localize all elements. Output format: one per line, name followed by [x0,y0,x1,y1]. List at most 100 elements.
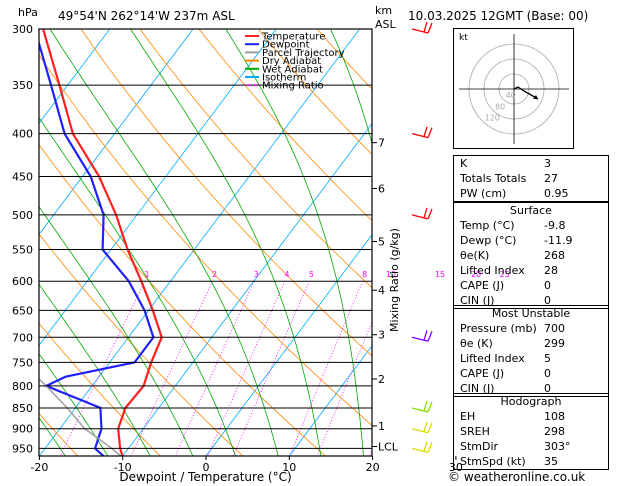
pressure-tick-label: 550 [12,244,33,257]
km-tick-label: LCL [378,440,399,453]
surface-label: Temp (°C) [460,219,515,232]
surface-row: Dewp (°C) -11.9 [454,233,608,248]
mixing-ratio-label: 4 [284,270,289,279]
mixing-ratio-label: 25 [500,270,510,279]
wind-barb [411,441,433,454]
pressure-tick-label: 300 [12,23,33,36]
surface-label: θe(K) [460,249,490,262]
mixing-ratio-line [289,281,364,456]
most-unstable-label: θe (K) [460,337,493,350]
index-label: PW (cm) [460,187,507,200]
wind-barb [411,207,433,220]
most-unstable-row: CAPE (J) 0 [454,366,608,381]
series-dewpoint [39,39,155,456]
isotherm-line [122,122,372,456]
surface-label: CAPE (J) [460,279,505,292]
index-row: Totals Totals 27 [454,171,608,186]
series-parcel-trajectory [39,377,122,456]
mixing-ratio-label: 2 [212,270,217,279]
dry-adiabat-line [39,54,372,426]
most-unstable-value: 5 [544,352,551,365]
pressure-tick-label: 500 [12,209,33,222]
pressure-tick-label: 750 [12,356,33,369]
temp-tick-label: -20 [30,461,48,474]
datetime-title: 10.03.2025 12GMT (Base: 00) [408,9,589,23]
legend-label: Dry Adiabat [262,56,321,67]
wind-barb [411,330,433,342]
isotherm-line [205,233,372,456]
legend-label: Isotherm [262,73,306,84]
mixing-ratio-line [59,281,146,456]
most-unstable-row: θe (K) 299 [454,336,608,351]
temp-tick-label: 30 [449,461,463,474]
most-unstable-row: Lifted Index 5 [454,351,608,366]
wet-adiabat-line [431,29,453,467]
pressure-tick-label: 350 [12,79,33,92]
dry-adiabat-line [612,29,629,456]
km-tick-label: 2 [378,373,385,386]
surface-label: Lifted Index [460,264,525,277]
dry-adiabat-line [139,29,372,289]
storm-motion-arrow-icon [533,95,538,99]
pressure-tick-label: 400 [12,128,33,141]
mixing-ratio-line [317,320,372,456]
surface-value: -9.8 [544,219,566,232]
mixing-ratio-label: 15 [435,270,445,279]
km-tick-label: 6 [378,182,385,195]
wind-barb [411,421,433,434]
indices-table: K 3 Totals Totals 27 PW (cm) 0.95 [453,155,609,202]
hodograph-stat-row: EH 108 [454,409,608,424]
dry-adiabat-line [39,143,326,456]
surface-value: 0 [544,294,551,307]
dry-adiabat-line [257,29,372,156]
wet-adiabat-line [39,417,66,456]
hodograph-trace [513,86,539,100]
hodograph-stat-label: SREH [460,425,490,438]
km-tick-label: 3 [378,329,385,342]
isotherm-line [623,29,629,456]
most-unstable-title: Most Unstable [491,307,571,320]
surface-label: Dewp (°C) [460,234,517,247]
pressure-axis-unit: hPa [18,6,38,19]
temp-tick-label: 10 [282,461,296,474]
most-unstable-label: Lifted Index [460,352,525,365]
surface-row: Lifted Index 28 [454,263,608,278]
dry-adiabat-line [39,233,244,456]
legend-label: Parcel Trajectory [262,48,345,59]
mixing-ratio-label: 8 [362,270,367,279]
km-tick-label: 5 [378,236,385,249]
hodograph-stat-label: StmDir [460,440,499,453]
wind-barb [411,400,433,413]
legend-label: Mixing Ratio [262,81,324,92]
mixing-ratio-label: 3 [254,270,259,279]
pressure-tick-label: 850 [12,402,33,415]
surface-value: 268 [544,249,565,262]
plot-area [39,29,629,467]
index-label: K [460,157,468,170]
isotherm-line [39,29,277,347]
hodograph-stats-table: Hodograph EH 108 SREH 298 StmDir 303° StmSpd (… [453,393,609,470]
dry-adiabat-line [39,322,161,456]
wind-barb [411,126,433,139]
hodograph-stats-title: Hodograph [500,395,562,408]
mixing-ratio-line [207,281,286,456]
pressure-tick-label: 600 [12,275,33,288]
most-unstable-row: Pressure (mb) 700 [454,321,608,336]
mixing-ratio-label: 20 [471,270,481,279]
index-value: 0.95 [544,187,569,200]
temp-tick-label: -10 [114,461,132,474]
mixing-ratio-label: 5 [309,270,314,279]
dry-adiabat-line [80,29,372,357]
hodograph-stat-label: StmSpd (kt) [460,455,526,468]
legend-label: Dewpoint [262,40,310,51]
wet-adiabat-line [39,116,236,456]
pressure-tick-label: 700 [12,331,33,344]
asl-axis-unit: ASL [375,18,396,31]
km-tick-label: 7 [378,137,385,150]
most-unstable-value: 0 [544,382,551,395]
index-row: PW (cm) 0.95 [454,186,608,201]
surface-value: 28 [544,264,558,277]
